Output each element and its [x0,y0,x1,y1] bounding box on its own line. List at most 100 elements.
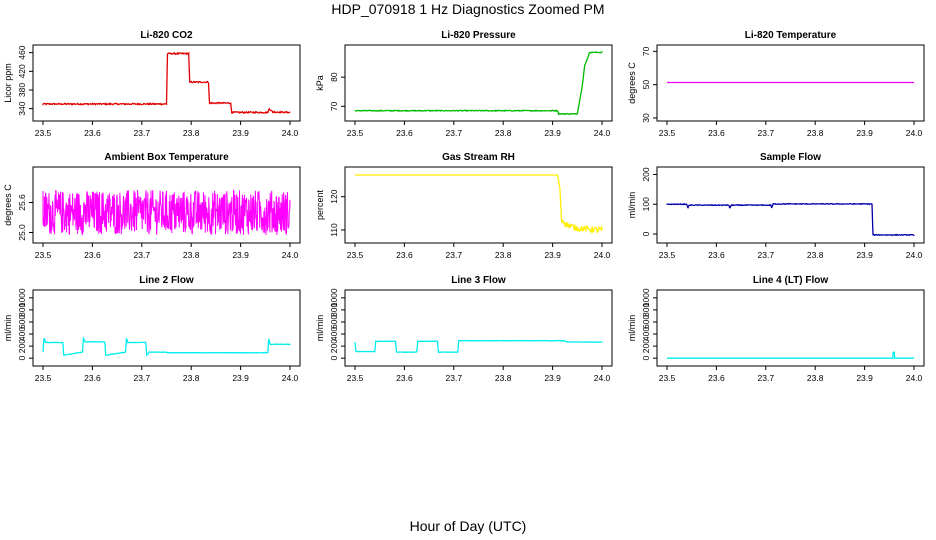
chart-title: Gas Stream RH [442,152,515,163]
x-tick-label: 23.5 [347,250,364,260]
x-tick-label: 23.9 [232,250,249,260]
y-tick-label: 25.0 [17,224,27,241]
y-tick-label: 340 [17,101,27,115]
x-tick-label: 23.5 [659,250,676,260]
chart-panel: Li-820 CO2 Licor ppm 23.5 23.6 23.7 23.8 23.9 2… [3,30,301,138]
y-tick-label: 70 [641,46,651,56]
series-line [666,202,915,237]
y-tick-label: 600 [329,315,339,329]
x-tick-label: 23.6 [84,250,101,260]
chart-panel: Ambient Box Temperature degrees C 23.5 23.6… [3,152,301,260]
y-axis-label: degrees C [3,184,13,226]
x-tick-label: 23.9 [856,373,873,383]
y-tick-label: 800 [17,303,27,317]
x-tick-label: 23.7 [758,250,775,260]
y-tick-label: 100 [641,197,651,211]
series-line [42,51,291,115]
x-tick-label: 23.8 [807,373,824,383]
chart-panel: Line 2 Flow ml/min 23.5 23.6 23.7 23.8 23.9 24.… [3,275,301,383]
x-tick-label: 23.6 [84,373,101,383]
y-tick-label: 200 [329,339,339,353]
chart-title: Li-820 Temperature [745,30,837,41]
chart-panel: Li-820 Pressure kPa 23.5 23.6 23.7 23.8 23.9 24… [315,30,613,138]
y-tick-label: 380 [17,83,27,97]
chart-panel: Li-820 Temperature degrees C 23.5 23.6 23.7 2… [627,30,925,138]
y-tick-label: 1000 [17,288,27,307]
y-tick-label: 600 [17,315,27,329]
x-tick-label: 23.7 [134,128,151,138]
series-line [354,51,603,116]
y-tick-label: 800 [329,303,339,317]
x-tick-label: 24.0 [594,250,611,260]
x-tick-label: 23.7 [446,250,463,260]
x-tick-label: 24.0 [906,373,923,383]
x-tick-label: 23.5 [35,250,52,260]
x-tick-label: 23.9 [856,250,873,260]
plot-frame [656,44,925,122]
chart-title: Li-820 Pressure [441,30,516,41]
y-tick-label: 0 [641,356,651,361]
y-axis-label: ml/min [627,192,637,219]
y-tick-label: 110 [329,223,339,237]
x-tick-label: 23.7 [446,373,463,383]
series-line [42,189,291,236]
y-axis-label: ml/min [3,315,13,342]
y-tick-label: 120 [329,189,339,203]
series-line [42,336,291,357]
plot-frame [32,44,301,122]
y-tick-label: 0 [329,356,339,361]
chart-title: Line 3 Flow [451,275,506,286]
x-tick-label: 23.9 [856,128,873,138]
y-axis-label: Licor ppm [3,63,13,103]
x-tick-label: 23.7 [758,128,775,138]
y-tick-label: 400 [17,327,27,341]
y-tick-label: 25.6 [17,194,27,211]
plot-frame [344,44,613,122]
x-tick-label: 23.7 [446,128,463,138]
x-tick-label: 23.9 [232,128,249,138]
y-tick-label: 0 [641,231,651,236]
x-axis-label: Hour of Day (UTC) [409,518,527,534]
x-tick-label: 24.0 [906,128,923,138]
y-tick-label: 70 [329,101,339,111]
y-tick-label: 460 [17,45,27,59]
y-tick-label: 200 [641,339,651,353]
chart-panel: Line 3 Flow ml/min 23.5 23.6 23.7 23.8 23.9 24.… [315,275,613,383]
x-tick-label: 23.6 [84,128,101,138]
x-tick-label: 24.0 [282,128,299,138]
y-axis-label: percent [315,189,325,220]
chart-title: Ambient Box Temperature [104,152,229,163]
y-tick-label: 800 [641,303,651,317]
x-tick-label: 23.7 [134,250,151,260]
x-tick-label: 24.0 [906,250,923,260]
x-tick-label: 23.6 [708,128,725,138]
x-tick-label: 23.5 [35,128,52,138]
chart-title: Sample Flow [760,152,821,163]
x-tick-label: 23.5 [659,373,676,383]
y-tick-label: 200 [641,167,651,181]
x-tick-label: 23.9 [544,128,561,138]
x-tick-label: 23.5 [347,373,364,383]
chart-title: Line 4 (LT) Flow [753,275,829,286]
plot-frame [344,289,613,367]
y-axis-label: kPa [315,75,325,91]
x-tick-label: 23.6 [396,250,413,260]
plot-frame [656,289,925,367]
y-tick-label: 600 [641,315,651,329]
plot-frame [32,289,301,367]
y-axis-label: ml/min [627,315,637,342]
x-tick-label: 23.8 [183,373,200,383]
series-line [667,351,914,359]
x-tick-label: 23.9 [544,250,561,260]
x-tick-label: 23.8 [183,250,200,260]
x-tick-label: 24.0 [594,373,611,383]
x-tick-label: 23.7 [758,373,775,383]
x-tick-label: 24.0 [282,250,299,260]
x-tick-label: 23.6 [396,128,413,138]
x-tick-label: 23.8 [495,373,512,383]
x-tick-label: 23.9 [232,373,249,383]
plot-frame [32,166,301,244]
y-tick-label: 1000 [329,288,339,307]
y-tick-label: 0 [17,356,27,361]
